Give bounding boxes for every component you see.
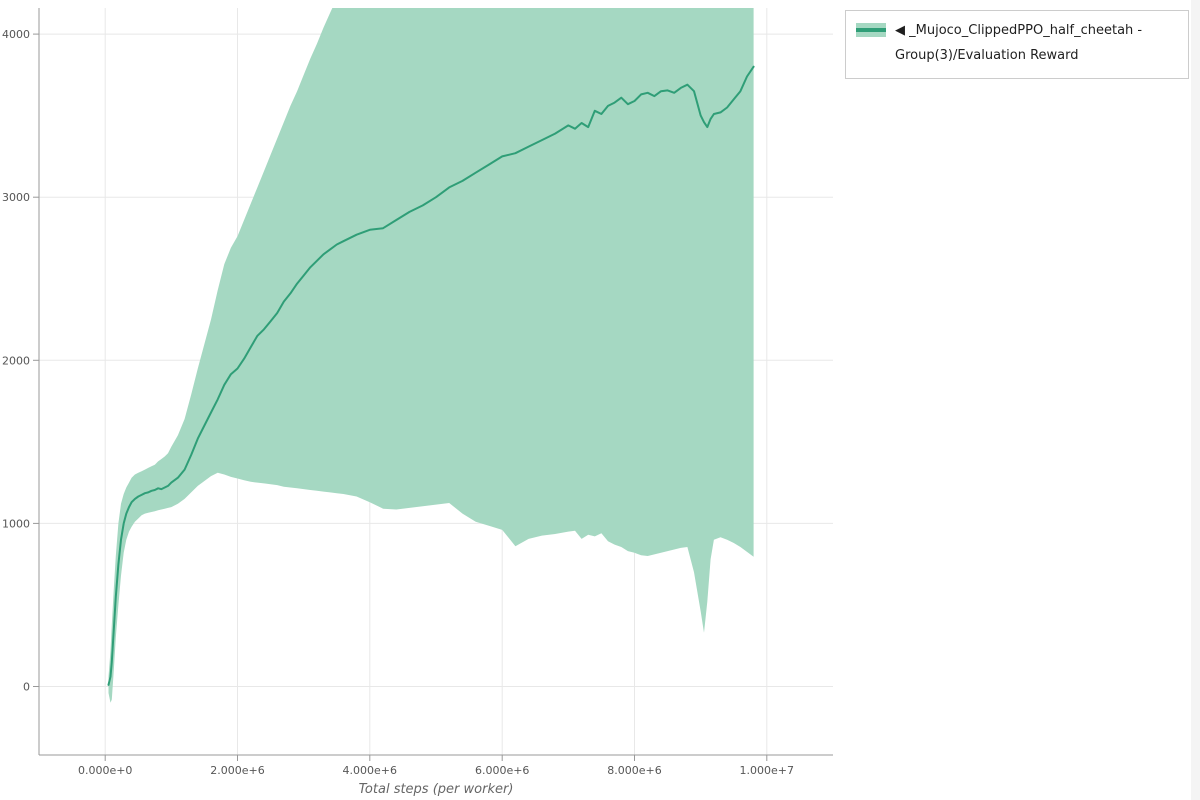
right-gutter [1191, 0, 1200, 800]
y-tick-label: 0 [23, 681, 30, 694]
y-tick-label: 1000 [2, 517, 30, 530]
confidence-band [108, 8, 754, 703]
x-tick-label: 6.000e+6 [475, 764, 529, 777]
x-tick-label: 0.000e+0 [78, 764, 132, 777]
mean-line [107, 65, 755, 686]
legend[interactable]: ◀ _Mujoco_ClippedPPO_half_cheetah - Grou… [845, 10, 1189, 79]
y-tick-label: 3000 [2, 191, 30, 204]
legend-label: ◀ _Mujoco_ClippedPPO_half_cheetah - Grou… [895, 23, 1143, 64]
x-tick-label: 1.000e+7 [740, 764, 794, 777]
x-tick-label: 4.000e+6 [343, 764, 397, 777]
x-tick-label: 2.000e+6 [210, 764, 264, 777]
legend-swatch-band [856, 23, 886, 37]
y-tick-label: 2000 [2, 354, 30, 367]
x-axis-title: Total steps (per worker) [359, 782, 514, 797]
x-tick-label: 8.000e+6 [607, 764, 661, 777]
y-tick-label: 4000 [2, 28, 30, 41]
